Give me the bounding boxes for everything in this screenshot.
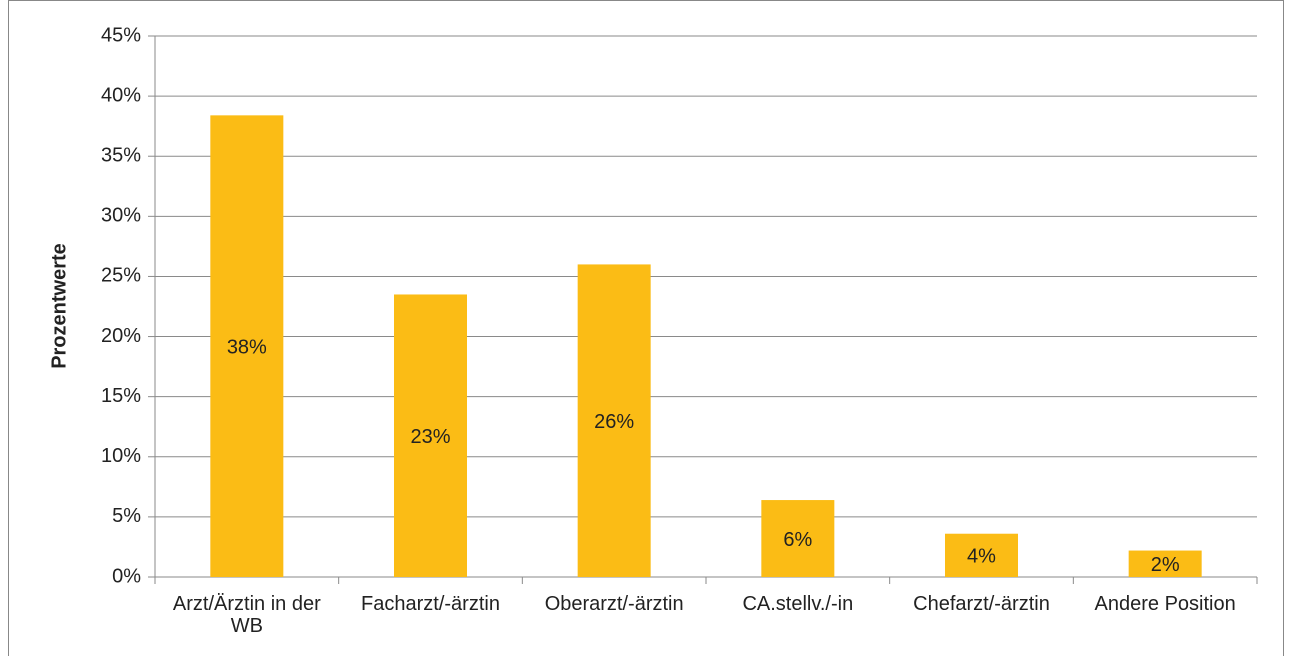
- data-label: 38%: [227, 336, 267, 358]
- y-axis-title: Prozentwerte: [48, 243, 70, 369]
- bar: [761, 500, 835, 577]
- y-tick-label: 10%: [101, 445, 141, 467]
- x-tick-label-box: Arzt/Ärztin in der WB: [172, 593, 321, 637]
- x-tick-label: Andere Position: [1094, 593, 1236, 615]
- data-label: 26%: [594, 411, 634, 433]
- y-tick-label: 45%: [101, 24, 141, 46]
- x-tick-label: CA.stellv./-in: [742, 593, 854, 615]
- y-tick-label: 5%: [112, 505, 141, 527]
- x-tick-label: Chefarzt/-ärztin: [913, 593, 1050, 615]
- y-tick-label: 0%: [112, 565, 141, 587]
- y-tick-label: 20%: [101, 325, 141, 347]
- x-tick-label-box: Facharzt/-ärztin: [361, 593, 500, 615]
- x-tick-label-box: Oberarzt/-ärztin: [544, 593, 684, 615]
- x-tick-label: Oberarzt/-ärztin: [544, 593, 684, 615]
- x-tick-label-box: CA.stellv./-in: [742, 593, 854, 615]
- bar: [394, 294, 467, 577]
- y-tick-label: 35%: [101, 145, 141, 167]
- x-tick-label-box: Andere Position: [1094, 593, 1236, 615]
- bar: [1128, 550, 1202, 577]
- data-label: 2%: [1151, 554, 1180, 576]
- data-label: 6%: [783, 529, 812, 551]
- y-tick-label: 15%: [101, 385, 141, 407]
- y-tick-label: 25%: [101, 265, 141, 287]
- bar: [945, 533, 1018, 577]
- y-tick-label: 40%: [101, 84, 141, 106]
- y-tick-label: 30%: [101, 205, 141, 227]
- bar: [210, 115, 284, 577]
- data-label: 4%: [967, 546, 996, 568]
- x-tick-label-box: Chefarzt/-ärztin: [913, 593, 1050, 615]
- data-label: 23%: [410, 426, 450, 448]
- x-tick-label: Facharzt/-ärztin: [361, 593, 500, 615]
- x-tick-label: Arzt/Ärztin in der WB: [172, 593, 321, 637]
- bar: [577, 264, 651, 577]
